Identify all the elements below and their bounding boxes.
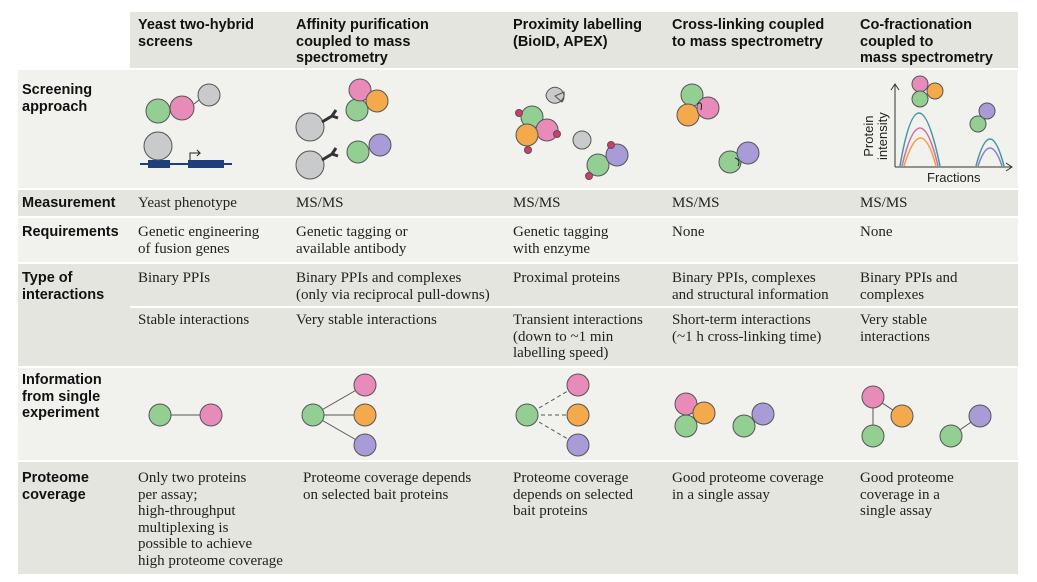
axis-label: Fractions <box>927 170 981 185</box>
column-header: Affinity purification coupled to mass sp… <box>296 17 429 66</box>
cell: Binary PPIs and complexes <box>860 270 958 303</box>
cell: Proteome coverage depends on selected ba… <box>303 470 472 503</box>
column-header: Proximity labelling (BioID, APEX) <box>513 17 642 50</box>
row-band <box>18 218 1018 262</box>
column-header: Co-fractionation coupled to mass spectro… <box>860 17 993 66</box>
row-label: Type of interactions <box>22 270 105 303</box>
cell: Good proteome coverage in a single assay <box>860 470 954 519</box>
row-label: Proteome coverage <box>22 470 89 503</box>
cell: Genetic tagging with enzyme <box>513 224 609 257</box>
cell: Genetic engineering of fusion genes <box>138 224 260 257</box>
cell: Only two proteins per assay; high-throug… <box>138 470 283 569</box>
cell: Binary PPIs <box>138 270 211 286</box>
cell: Very stable interactions <box>296 312 437 328</box>
row-band <box>18 300 130 312</box>
cell: Stable interactions <box>138 312 250 328</box>
cell: Proteome coverage depends on selected ba… <box>513 470 633 519</box>
row-label: Requirements <box>22 224 119 240</box>
cell: Short-term interactions (~1 h cross-link… <box>672 312 822 345</box>
row-band <box>18 264 1018 306</box>
row-band <box>18 462 1018 574</box>
column-header: Cross-linking coupled to mass spectromet… <box>672 17 825 50</box>
cell: Genetic tagging or available antibody <box>296 224 408 257</box>
axis-label: Protein intensity <box>861 112 890 160</box>
column-header: Yeast two-hybrid screens <box>138 17 255 50</box>
cell: MS/MS <box>672 195 720 211</box>
cell: Binary PPIs and complexes (only via reci… <box>296 270 490 303</box>
cell: None <box>672 224 705 240</box>
row-label: Information from single experiment <box>22 372 102 421</box>
row-label: Screening approach <box>22 82 93 115</box>
header-band <box>130 12 1018 68</box>
row-band <box>18 308 1018 366</box>
cell: Good proteome coverage in a single assay <box>672 470 824 503</box>
cell: MS/MS <box>513 195 561 211</box>
cell: MS/MS <box>296 195 344 211</box>
cell: None <box>860 224 893 240</box>
row-label: Measurement <box>22 195 116 211</box>
cell: Binary PPIs, complexes and structural in… <box>672 270 829 303</box>
cell: Transient interactions (down to ~1 min l… <box>513 312 643 361</box>
cell: Very stable interactions <box>860 312 930 345</box>
cell: Proximal proteins <box>513 270 621 286</box>
row-band <box>18 190 1018 216</box>
cell: Yeast phenotype <box>138 195 237 211</box>
cell: MS/MS <box>860 195 908 211</box>
